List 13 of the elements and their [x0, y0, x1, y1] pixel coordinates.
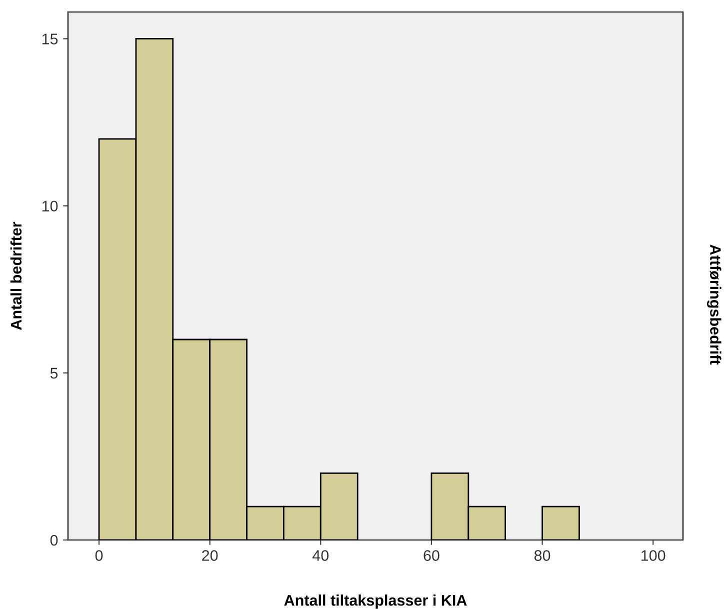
x-tick-label: 100: [642, 550, 666, 561]
y-tick-label: 15: [42, 34, 58, 44]
x-tick-label: 20: [202, 550, 218, 561]
x-tick-label: 40: [312, 550, 329, 561]
y-tick-label: 0: [50, 534, 58, 546]
text: Attføringsbedrift: [706, 244, 722, 365]
x-tick-label: 60: [424, 550, 440, 561]
x-tick-label: 0: [95, 550, 103, 561]
y-axis-title: Antall bedrifter: [10, 222, 22, 330]
y-tick-label: 5: [50, 368, 58, 379]
x-axis-title: Antall tiltaksplasser i KIA: [284, 594, 467, 609]
y-tick-label: 10: [42, 200, 58, 212]
x-tick-label: 80: [534, 550, 550, 561]
